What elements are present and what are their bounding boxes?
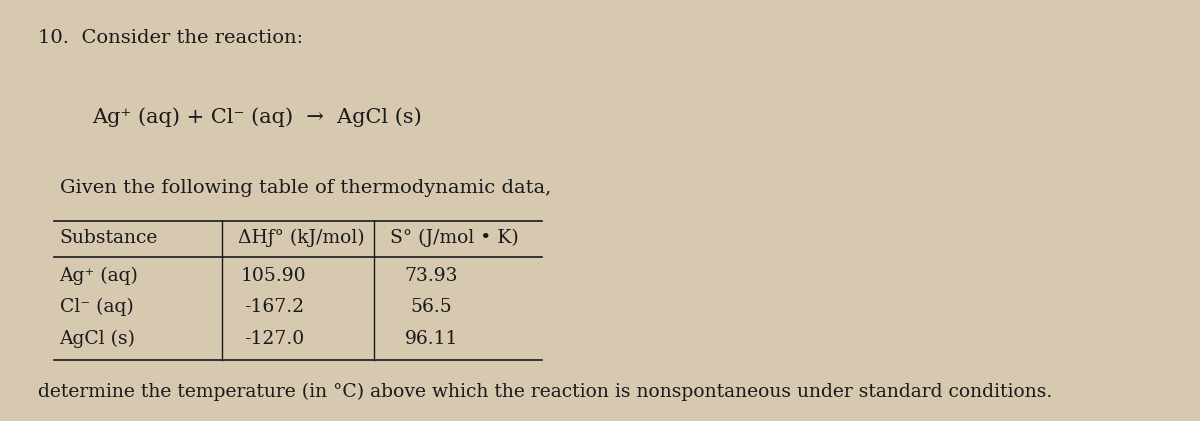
Text: Cl⁻ (aq): Cl⁻ (aq) <box>60 298 133 317</box>
Text: 56.5: 56.5 <box>410 298 452 316</box>
Text: Substance: Substance <box>60 229 158 247</box>
Text: ΔHƒ° (kJ/mol): ΔHƒ° (kJ/mol) <box>239 229 365 247</box>
Text: S° (J/mol • K): S° (J/mol • K) <box>390 229 518 247</box>
Text: Ag⁺ (aq) + Cl⁻ (aq)  →  AgCl (s): Ag⁺ (aq) + Cl⁻ (aq) → AgCl (s) <box>92 107 422 127</box>
Text: Ag⁺ (aq): Ag⁺ (aq) <box>60 266 138 285</box>
Text: AgCl (s): AgCl (s) <box>60 330 136 348</box>
Text: 73.93: 73.93 <box>404 267 458 285</box>
Text: -127.0: -127.0 <box>244 330 304 348</box>
Text: 10.  Consider the reaction:: 10. Consider the reaction: <box>38 29 304 48</box>
Text: determine the temperature (in °C) above which the reaction is nonspontaneous und: determine the temperature (in °C) above … <box>38 383 1052 401</box>
Text: 105.90: 105.90 <box>241 267 307 285</box>
Text: 96.11: 96.11 <box>404 330 458 348</box>
Text: -167.2: -167.2 <box>244 298 304 316</box>
Text: Given the following table of thermodynamic data,: Given the following table of thermodynam… <box>60 179 551 197</box>
